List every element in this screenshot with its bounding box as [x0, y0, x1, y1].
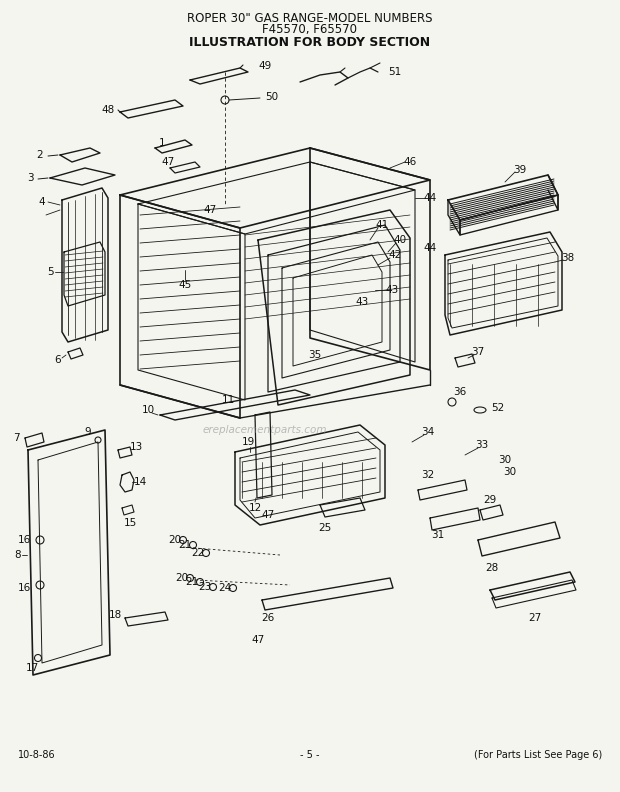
Text: 5: 5 — [46, 267, 53, 277]
Text: 19: 19 — [241, 437, 255, 447]
Text: 11: 11 — [221, 395, 234, 405]
Text: 12: 12 — [249, 503, 262, 513]
Text: F45570, F65570: F45570, F65570 — [262, 24, 358, 36]
Text: 47: 47 — [161, 157, 175, 167]
Text: 46: 46 — [404, 157, 417, 167]
Text: 32: 32 — [422, 470, 435, 480]
Text: 8: 8 — [15, 550, 21, 560]
Text: 30: 30 — [498, 455, 511, 465]
Text: 4: 4 — [38, 197, 45, 207]
Text: - 5 -: - 5 - — [300, 750, 320, 760]
Text: 31: 31 — [432, 530, 445, 540]
Text: 48: 48 — [102, 105, 115, 115]
Text: 44: 44 — [423, 243, 436, 253]
Text: 20: 20 — [169, 535, 182, 545]
Text: 7: 7 — [12, 433, 19, 443]
Text: 15: 15 — [123, 518, 136, 528]
Text: 35: 35 — [308, 350, 322, 360]
Text: 13: 13 — [130, 442, 143, 452]
Text: 49: 49 — [259, 61, 272, 71]
Text: ILLUSTRATION FOR BODY SECTION: ILLUSTRATION FOR BODY SECTION — [190, 36, 430, 48]
Text: 17: 17 — [25, 663, 38, 673]
Text: 42: 42 — [388, 250, 402, 260]
Text: 38: 38 — [561, 253, 575, 263]
Text: 1: 1 — [159, 138, 166, 148]
Text: 52: 52 — [492, 403, 505, 413]
Text: 3: 3 — [27, 173, 33, 183]
Text: 43: 43 — [386, 285, 399, 295]
Text: 16: 16 — [17, 583, 30, 593]
Text: 24: 24 — [218, 583, 232, 593]
Text: 43: 43 — [355, 297, 369, 307]
Text: ROPER 30" GAS RANGE-MODEL NUMBERS: ROPER 30" GAS RANGE-MODEL NUMBERS — [187, 12, 433, 25]
Text: 29: 29 — [484, 495, 497, 505]
Text: ereplacementparts.com: ereplacementparts.com — [203, 425, 327, 435]
Text: 28: 28 — [485, 563, 498, 573]
Text: 25: 25 — [319, 523, 332, 533]
Text: 37: 37 — [471, 347, 485, 357]
Text: 50: 50 — [265, 92, 278, 102]
Text: 10-8-86: 10-8-86 — [18, 750, 56, 760]
Text: 21: 21 — [179, 540, 192, 550]
Text: 18: 18 — [108, 610, 122, 620]
Text: 45: 45 — [179, 280, 192, 290]
Text: 14: 14 — [133, 477, 146, 487]
Text: 27: 27 — [528, 613, 542, 623]
Text: 47: 47 — [262, 510, 275, 520]
Text: 40: 40 — [394, 235, 407, 245]
Text: 33: 33 — [476, 440, 489, 450]
Text: 47: 47 — [251, 635, 265, 645]
Text: 16: 16 — [17, 535, 30, 545]
Text: 34: 34 — [422, 427, 435, 437]
Text: 30: 30 — [503, 467, 516, 477]
Text: 44: 44 — [423, 193, 436, 203]
Text: 9: 9 — [85, 427, 91, 437]
Text: 26: 26 — [262, 613, 275, 623]
Text: 36: 36 — [453, 387, 467, 397]
Text: 2: 2 — [37, 150, 43, 160]
Text: 39: 39 — [513, 165, 526, 175]
Text: 6: 6 — [55, 355, 61, 365]
Text: 51: 51 — [388, 67, 402, 77]
Text: 21: 21 — [185, 577, 198, 587]
Text: 23: 23 — [198, 582, 211, 592]
Text: 22: 22 — [192, 548, 205, 558]
Text: 20: 20 — [175, 573, 188, 583]
Text: 41: 41 — [375, 220, 389, 230]
Text: (For Parts List See Page 6): (For Parts List See Page 6) — [474, 750, 602, 760]
Text: 10: 10 — [141, 405, 154, 415]
Text: 47: 47 — [203, 205, 216, 215]
